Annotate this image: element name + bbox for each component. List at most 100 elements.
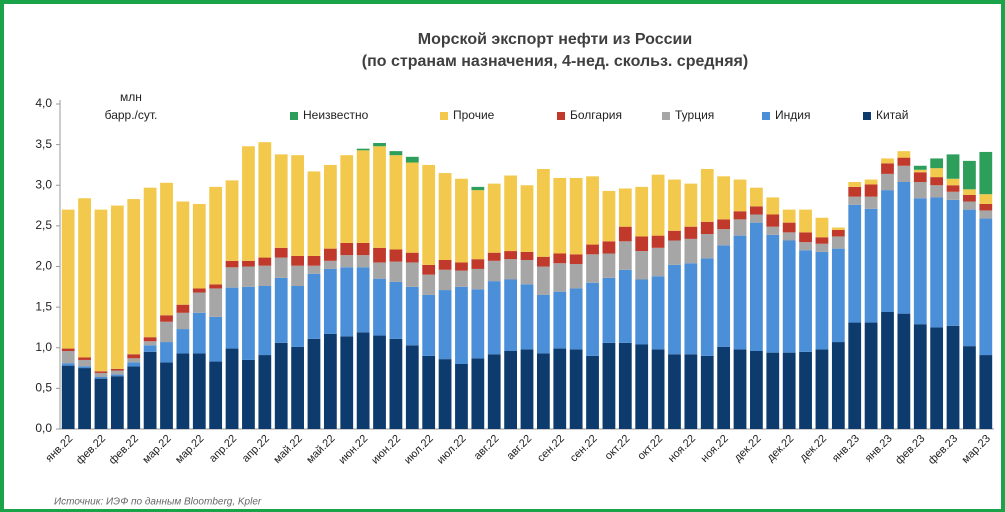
bar-segment [504,259,518,280]
bar-segment [979,218,993,356]
bar-segment [651,349,665,429]
bar-segment [61,351,75,364]
x-tick-label: мар.22 [140,433,173,466]
x-tick-label: сен.22 [535,433,567,465]
bar-segment [471,289,485,359]
bar-segment [78,366,91,369]
bar-segment [422,355,436,429]
bar-segment [225,348,239,429]
bar-segment [963,209,976,347]
bar-segment [356,332,370,429]
bar-segment [455,364,468,429]
legend-swatch [290,112,298,120]
bar-segment [143,337,157,342]
x-tick-label: дек.22 [765,433,797,465]
y-tick-label: 2,5 [35,218,52,232]
bar-segment [356,148,370,151]
bar-segment [94,371,108,373]
bar-segment [176,304,190,313]
bar-segment [110,374,124,377]
bar-segment [455,270,468,287]
bar-segment [356,242,370,256]
legend-label: Турция [675,108,714,122]
bar-segment [668,354,681,429]
bar-segment [864,179,878,185]
bar-segment [979,210,993,219]
bar-segment [471,268,485,290]
bar-segment [618,241,632,270]
bar-segment [389,151,403,156]
bar-segment [307,265,321,274]
bar-segment [946,325,960,429]
bar-segment [373,146,386,248]
y-tick-label: 3,5 [35,137,52,151]
bar-segment [389,338,403,429]
bar-segment [422,264,436,275]
x-tick-label: окт.22 [635,433,665,463]
bar-segment [946,191,960,200]
bar-segment [963,201,976,210]
bar-segment [209,361,223,429]
bar-segment [487,354,501,429]
bar-segment [323,333,337,429]
bar-segment [635,236,649,252]
bar-segment [733,179,747,212]
x-tick-label: сен.22 [568,433,600,465]
x-tick-label: ноя.22 [666,433,698,465]
bar-segment [127,366,141,429]
x-tick-label: июл.22 [435,433,469,467]
bar-segment [618,269,632,343]
bar-segment [586,244,599,255]
bar-segment [717,229,731,246]
bar-segment [668,179,681,231]
bar-segment [61,209,75,349]
bar-segment [258,286,272,356]
bar-segment [127,362,141,367]
bar-segment [766,226,780,235]
bar-segment [815,349,829,429]
bar-segment [930,197,944,328]
bar-segment [782,232,796,241]
bar-segment [700,169,714,222]
y-tick-label: 1,0 [35,340,52,354]
legend-swatch [440,112,448,120]
legend-label: Китай [876,108,908,122]
bar-segment [176,329,190,354]
bar-segment [848,322,862,429]
bar-segment [192,292,206,313]
bar-segment [291,286,304,347]
bar-segment [274,154,288,248]
bar-segment [717,219,731,230]
bar-segment [733,219,747,236]
bar-segment [389,249,403,262]
bar-segment [717,176,731,220]
bar-segment [192,203,206,289]
bar-segment [438,359,452,429]
bar-segment [913,165,927,170]
bar-segment [913,324,927,429]
bar-segment [946,199,960,326]
bar-segment [733,235,747,350]
bar-segment [389,155,403,250]
bar-segment [291,346,304,429]
bar-segment [258,142,272,258]
bar-segment [487,183,501,253]
bar-segment [504,351,518,429]
bar-segment [913,169,927,173]
bar-segment [176,353,190,429]
x-tick-label: янв.22 [43,433,75,465]
bar-segment [307,273,321,339]
bar-segment [520,284,534,350]
bar-segment [160,182,173,316]
x-tick-label: мар.23 [960,433,993,466]
bar-segment [405,252,419,263]
bar-segment [799,351,812,429]
bar-segment [684,183,698,227]
bar-segment [618,226,632,242]
bar-segment [225,287,239,349]
y-axis-label: млн [120,90,142,104]
x-tick-label: окт.22 [603,433,633,463]
bar-segment [766,197,780,215]
bar-segment [897,157,911,166]
legend-label: Прочие [453,108,495,122]
